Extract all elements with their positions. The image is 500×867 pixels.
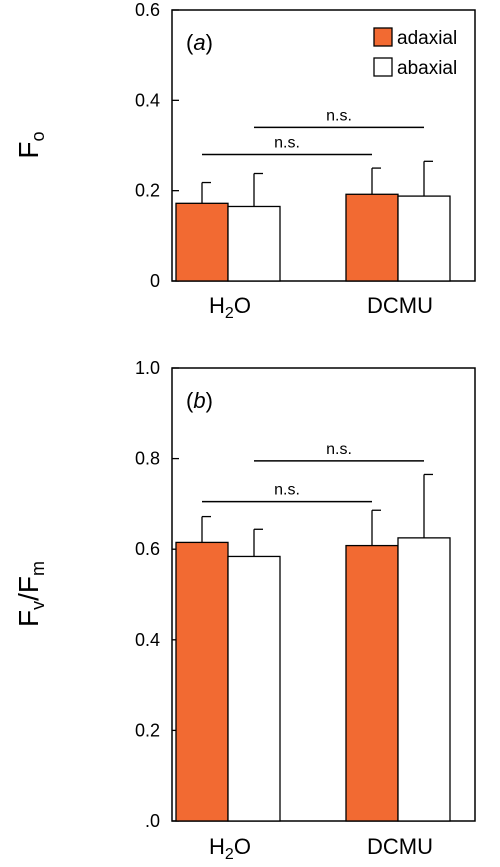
y-axis-label: Fo (13, 131, 48, 158)
x-category-label: H2O (209, 293, 251, 322)
significance-label: n.s. (326, 441, 352, 458)
plot-frame (171, 9, 476, 282)
bar-abaxial (397, 195, 451, 282)
bar-adaxial (345, 544, 399, 822)
y-tick-label: 0.2 (135, 720, 160, 740)
x-category-label: DCMU (367, 293, 433, 318)
y-axis-label: Fv/Fm (13, 561, 48, 627)
legend-swatch-adaxial (373, 27, 393, 47)
bar-abaxial (227, 205, 281, 282)
significance-label: n.s. (274, 482, 300, 499)
y-tick-label: 0 (150, 271, 160, 291)
bar-abaxial (227, 555, 281, 822)
bar-adaxial (175, 541, 229, 822)
significance-label: n.s. (274, 135, 300, 152)
y-tick-label: 0.6 (135, 539, 160, 559)
bar-adaxial (345, 193, 399, 282)
y-tick-label: 0.4 (135, 630, 160, 650)
legend-label-adaxial: adaxial (397, 28, 457, 49)
chart-panel-a: 0 0.2 0.4 0.6 Fo (a) n.s. n.s. H2O DCMU adaxial aba… (13, 0, 476, 322)
y-tick-label: 1.0 (135, 358, 160, 378)
y-tick-label: 0.6 (135, 0, 160, 20)
y-tick-label: 0.8 (135, 449, 160, 469)
y-tick-label: 0.4 (135, 90, 160, 110)
significance-label: n.s. (326, 107, 352, 124)
x-category-label: DCMU (367, 834, 433, 859)
legend-label-abaxial: abaxial (397, 58, 457, 79)
plot-frame (171, 367, 476, 822)
y-tick-label: 0.2 (135, 181, 160, 201)
legend-swatch-abaxial (373, 57, 393, 77)
y-tick-label: .0 (145, 811, 160, 831)
x-category-label: H2O (209, 834, 251, 863)
bar-abaxial (397, 537, 451, 822)
panel-label: (b) (186, 388, 213, 413)
panel-label: (a) (186, 30, 213, 55)
bar-adaxial (175, 202, 229, 282)
chart-panel-b: .0 0.2 0.4 0.6 0.8 1.0 Fv/Fm (b) n.s. n.s. H2O DCMU (13, 358, 476, 863)
